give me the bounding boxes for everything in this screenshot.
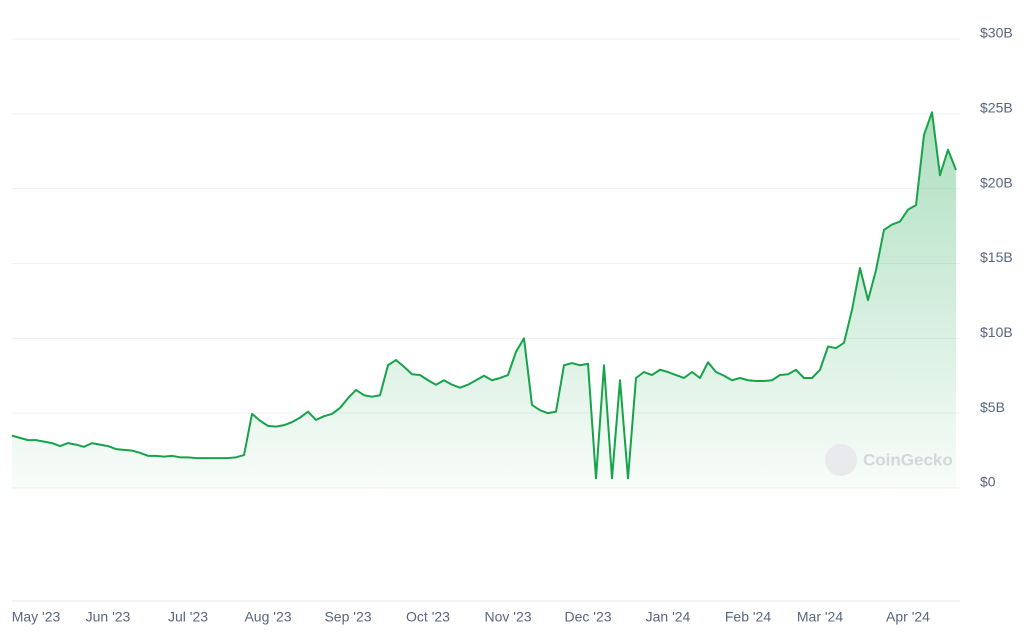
x-tick-label: Apr '24	[886, 609, 930, 625]
x-tick-label: Dec '23	[564, 609, 611, 625]
y-tick-label: $30B	[980, 25, 1013, 41]
y-tick-label: $20B	[980, 174, 1013, 190]
y-tick-label: $5B	[980, 399, 1005, 415]
x-tick-label: Oct '23	[406, 609, 450, 625]
x-tick-label: Aug '23	[244, 609, 291, 625]
watermark-logo	[825, 444, 857, 476]
x-tick-label: Jul '23	[168, 609, 208, 625]
y-tick-label: $15B	[980, 249, 1013, 265]
x-tick-label: Mar '24	[797, 609, 843, 625]
x-tick-label: May '23	[12, 609, 61, 625]
x-tick-label: Jun '23	[86, 609, 131, 625]
line	[11, 111, 957, 480]
y-tick-label: $0	[980, 474, 996, 490]
watermark-text: CoinGecko	[863, 450, 953, 469]
x-tick-label: Sep '23	[324, 609, 371, 625]
y-tick-label: $10B	[980, 324, 1013, 340]
x-tick-label: Feb '24	[725, 609, 771, 625]
y-tick-label: $25B	[980, 100, 1013, 116]
area	[12, 112, 956, 488]
x-tick-label: Jan '24	[646, 609, 691, 625]
watermark: CoinGecko	[825, 444, 953, 476]
x-tick-label: Nov '23	[484, 609, 531, 625]
